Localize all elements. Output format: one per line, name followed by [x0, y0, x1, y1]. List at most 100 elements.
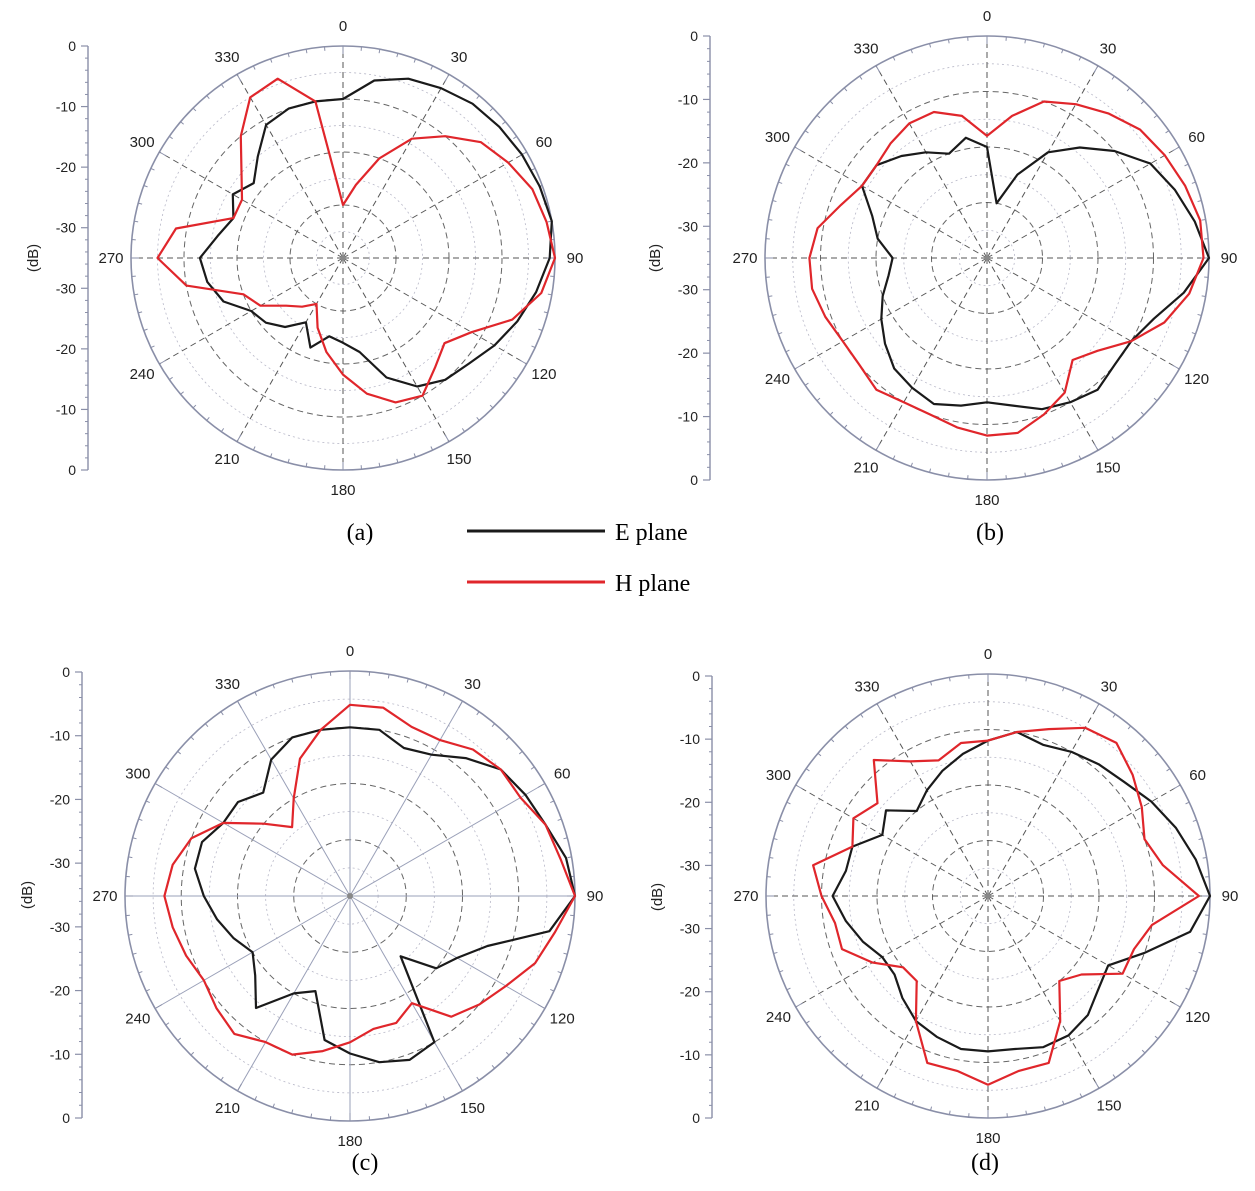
- angle-label: 270: [732, 250, 757, 267]
- angle-label: 90: [1221, 250, 1238, 267]
- angle-label: 270: [92, 888, 117, 905]
- polar-ring-tick: [804, 130, 809, 134]
- angle-label: 240: [766, 1009, 791, 1026]
- polar-ring-tick: [563, 837, 568, 840]
- polar-ring-tick: [875, 443, 881, 451]
- polar-ring-tick: [406, 678, 409, 683]
- polar-spoke: [987, 703, 1100, 897]
- polar-ring-tick: [768, 218, 773, 221]
- radial-tick-label: -30: [56, 280, 76, 296]
- polar-ring-tick: [287, 458, 290, 463]
- polar-ring-tick: [287, 53, 290, 58]
- legend-label-h-plane: H plane: [615, 571, 690, 597]
- polar-spoke: [986, 65, 1099, 259]
- polar-ring-tick: [1166, 1020, 1171, 1024]
- panel-label: (d): [971, 1150, 999, 1176]
- polar-spoke: [349, 700, 463, 897]
- angle-label: 90: [567, 250, 584, 267]
- polar-ring-tick: [772, 313, 777, 316]
- polar-grid-ring: [316, 231, 370, 285]
- angle-label: 240: [765, 371, 790, 388]
- polar-spoke: [987, 784, 1181, 897]
- polar-grid-ring: [820, 91, 1154, 425]
- polar-spoke: [236, 257, 344, 442]
- panel-label: (b): [976, 520, 1004, 546]
- radial-tick-label: -10: [678, 409, 698, 425]
- polar-ring-tick: [1112, 713, 1116, 718]
- polar-spoke: [342, 257, 450, 442]
- series-line-h-plane: [163, 703, 577, 1056]
- polar-ring-tick: [816, 114, 821, 119]
- polar-ring-tick: [1062, 687, 1065, 692]
- polar-ring-tick: [458, 1083, 463, 1092]
- polar-ring-tick: [220, 428, 225, 432]
- polar-ring-tick: [1172, 364, 1180, 370]
- angle-label: 300: [130, 134, 155, 151]
- polar-ring-tick: [785, 349, 790, 353]
- radial-tick-label: -20: [680, 794, 700, 810]
- polar-ring-tick: [128, 933, 133, 936]
- polar-ring-tick: [254, 1096, 258, 1101]
- polar-ring-tick: [779, 970, 784, 973]
- angle-label: 180: [974, 492, 999, 509]
- polar-ring-tick: [378, 49, 381, 54]
- polar-ring-tick: [442, 1096, 446, 1101]
- polar-ring-tick: [132, 837, 137, 840]
- angle-label: 240: [130, 366, 155, 383]
- angle-label: 0: [346, 643, 354, 660]
- polar-ring-tick: [1126, 87, 1131, 92]
- polar-ring-tick: [1127, 725, 1132, 730]
- polar-ring-tick: [843, 87, 848, 92]
- polar-center-dot: [985, 893, 991, 899]
- angle-label: 270: [733, 888, 758, 905]
- polar-ring-tick: [1198, 951, 1203, 954]
- polar-ring-tick: [1191, 332, 1196, 335]
- polar-ring-tick: [489, 404, 494, 409]
- polar-spoke: [795, 895, 989, 1008]
- polar-ring-tick: [138, 818, 143, 821]
- polar-ring-tick: [778, 332, 783, 335]
- polar-ring-tick: [502, 121, 506, 125]
- polar-ring-tick: [491, 1064, 496, 1069]
- polar-ring-tick: [947, 472, 950, 477]
- radial-tick-label: -20: [678, 345, 698, 361]
- polar-ring-tick: [557, 818, 562, 821]
- radial-tick-label: -10: [56, 99, 76, 115]
- angle-label: 330: [215, 676, 240, 693]
- polar-ring-tick: [505, 736, 510, 741]
- angle-label: 60: [536, 134, 553, 151]
- polar-ring-tick: [1061, 462, 1064, 467]
- series-line-e-plane: [831, 730, 1212, 1053]
- polar-ring-tick: [910, 462, 913, 467]
- polar-ring-tick: [387, 674, 390, 679]
- series-line-h-plane: [156, 77, 557, 404]
- polar-ring-tick: [876, 1081, 882, 1089]
- polar-ring-tick: [537, 1004, 546, 1009]
- polar-ring-tick: [550, 800, 555, 804]
- polar-center-dot: [984, 255, 990, 261]
- polar-ring-tick: [929, 43, 932, 48]
- angle-label: 90: [587, 888, 604, 905]
- polar-ring-tick: [538, 328, 543, 331]
- polar-ring-tick: [1141, 738, 1146, 743]
- polar-ring-tick: [531, 345, 536, 349]
- radial-tick-label: 0: [62, 664, 70, 680]
- angle-label: 270: [98, 250, 123, 267]
- polar-grid-ring: [847, 118, 1127, 398]
- angle-label: 210: [215, 1100, 240, 1117]
- polar-spoke: [349, 783, 546, 897]
- polar-ring-tick: [1079, 694, 1083, 699]
- radial-axis: 0 -10 -20 -30 -30 -20 -10 0 (dB): [649, 668, 713, 1126]
- polar-ring-tick: [804, 382, 809, 386]
- polar-ring-tick: [310, 674, 313, 679]
- polar-spoke: [342, 151, 527, 259]
- radial-axis: 0 -10 -20 -30 -30 -20 -10 0 (dB): [647, 28, 711, 488]
- polar-ring-tick: [1112, 1074, 1116, 1079]
- polar-ring-tick: [893, 1093, 897, 1098]
- angle-label: 90: [1222, 888, 1239, 905]
- polar-ring-tick: [134, 293, 139, 296]
- polar-ring-tick: [1079, 1093, 1083, 1098]
- polar-ring-tick: [768, 295, 773, 298]
- angle-label: 240: [125, 1011, 150, 1028]
- polar-ring-tick: [1078, 455, 1082, 460]
